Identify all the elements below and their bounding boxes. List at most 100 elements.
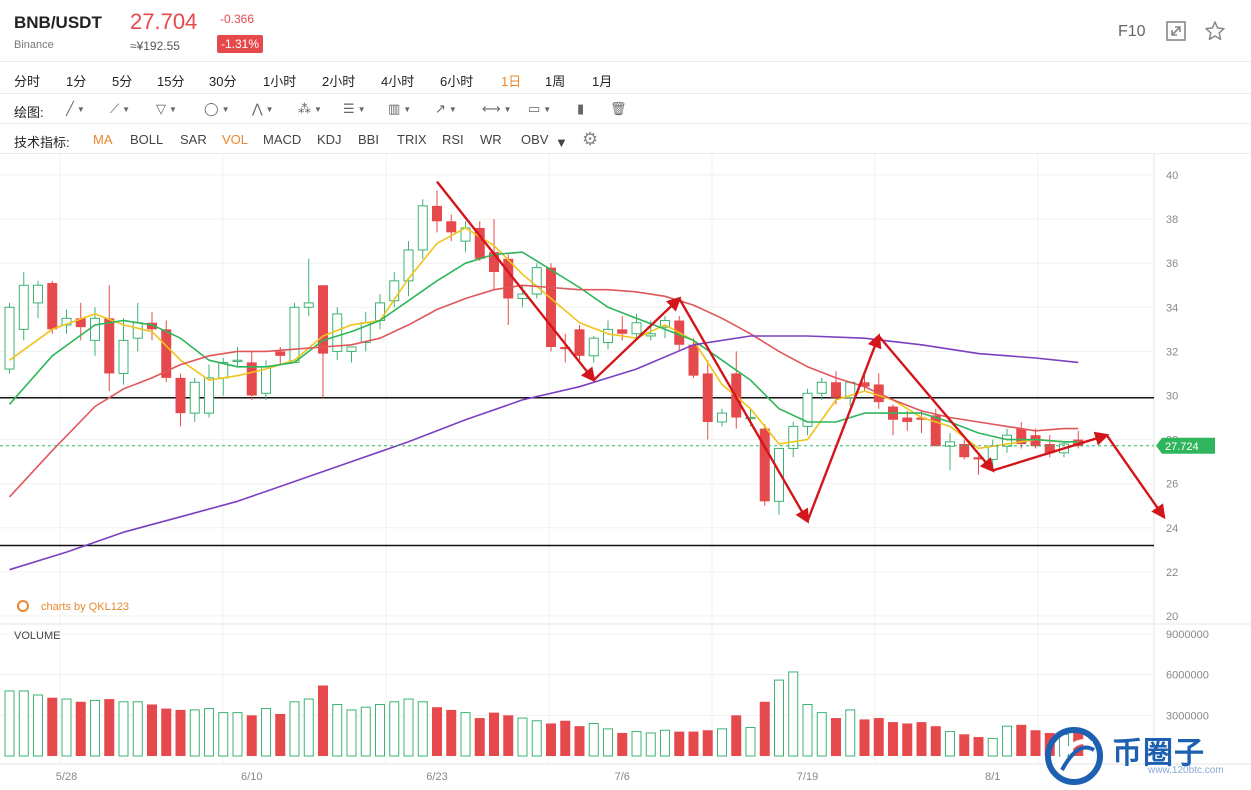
timeframe-8[interactable]: 6小时 — [440, 74, 474, 89]
timeframe-7[interactable]: 4小时 — [381, 74, 415, 89]
candle — [945, 432, 955, 471]
timeframe-11[interactable]: 1月 — [592, 74, 613, 89]
annotation-tool-icon[interactable]: ▭ ▼ — [528, 98, 551, 120]
candle — [432, 190, 442, 233]
timeframe-4[interactable]: 30分 — [209, 74, 237, 89]
chevron-down-icon: ▼ — [169, 104, 177, 114]
volume-bar — [945, 731, 955, 757]
measure-tool-icon[interactable]: ⟷ ▼ — [482, 98, 512, 120]
candle — [417, 199, 428, 259]
gear-icon[interactable]: ⚙ — [582, 129, 599, 149]
volume-bar — [688, 731, 699, 756]
indicator-rsi[interactable]: RSI — [442, 132, 464, 147]
candle — [33, 280, 43, 319]
ray-tool-icon-glyph: ⟋ — [110, 101, 120, 116]
drawing-label: 绘图: — [14, 105, 44, 120]
indicator-sar[interactable]: SAR — [180, 132, 207, 147]
line-tool-icon[interactable]: ╱ ▼ — [66, 98, 85, 120]
candle-body — [47, 283, 58, 330]
indicator-boll[interactable]: BOLL — [130, 132, 164, 147]
candle — [802, 388, 813, 436]
channel-tool-icon[interactable]: ▽ ▼ — [156, 98, 177, 120]
symbol-title: BNB/USDT — [14, 13, 102, 32]
current-price-tag — [1156, 437, 1215, 454]
volume-bar — [759, 701, 770, 756]
indicator-obv[interactable]: OBV — [521, 132, 549, 147]
timeframe-1[interactable]: 1分 — [66, 74, 87, 89]
indicator-bbi[interactable]: BBI — [358, 132, 379, 147]
volume-bar — [18, 690, 29, 757]
date-tick-label: 6/10 — [241, 771, 262, 783]
timeframe-6[interactable]: 2小时 — [322, 74, 356, 89]
indicator-trix[interactable]: TRIX — [397, 132, 427, 147]
candle-body — [645, 333, 656, 337]
bars-tool-icon[interactable]: ▮ — [577, 98, 584, 120]
candle — [318, 285, 328, 398]
indicator-vol[interactable]: VOL — [222, 132, 249, 147]
volume-bar — [132, 701, 143, 757]
price-tick-label: 34 — [1166, 302, 1178, 314]
candle-body — [745, 417, 756, 420]
fibonacci-tool-icon-glyph: ▥ — [388, 101, 401, 116]
timeframe-3[interactable]: 15分 — [157, 74, 185, 89]
star-icon[interactable] — [1204, 20, 1226, 42]
candle — [346, 346, 357, 363]
f10-button[interactable]: F10 — [1118, 23, 1146, 40]
candle — [788, 421, 799, 458]
candle-body — [175, 377, 186, 414]
volume-bar — [189, 709, 200, 757]
volume-bar — [61, 698, 72, 757]
indicator-label: 技术指标: — [14, 135, 70, 150]
ray-tool-icon[interactable]: ⟋ ▼ — [110, 98, 130, 120]
timeframe-10[interactable]: 1周 — [545, 74, 566, 89]
volume-bar — [973, 737, 984, 756]
volume-bar — [831, 718, 841, 756]
timeframe-9[interactable]: 1日 — [501, 74, 522, 89]
shape-tool-icon[interactable]: ◯ ▼ — [204, 98, 229, 120]
indicator-kdj[interactable]: KDJ — [317, 132, 342, 147]
wave-tool-icon[interactable]: ⋀ ▼ — [252, 98, 274, 120]
volume-bar — [660, 729, 670, 757]
price-tick-label: 22 — [1166, 567, 1178, 579]
candle — [90, 307, 100, 356]
volume-bar — [403, 698, 414, 757]
candle — [546, 263, 556, 352]
candle-body — [161, 329, 172, 378]
candle-body — [702, 373, 713, 422]
candle — [1030, 428, 1041, 449]
candle-body — [973, 457, 984, 460]
candle-body — [346, 346, 357, 352]
candle-body — [930, 415, 941, 447]
pattern-tool-icon[interactable]: ⁂ ▼ — [298, 98, 322, 120]
timeframe-5[interactable]: 1小时 — [263, 74, 297, 89]
candle — [332, 307, 343, 361]
candle — [660, 316, 670, 339]
chevron-down-icon: ▼ — [543, 104, 552, 114]
candle-body — [774, 447, 784, 502]
fibonacci-tool-icon[interactable]: ▥ ▼ — [388, 98, 411, 120]
current-price-label: 27.724 — [1165, 441, 1199, 453]
price-tick-label: 32 — [1166, 346, 1178, 358]
candle — [246, 351, 257, 400]
price-chart[interactable]: 4038363432302826242220900000060000003000… — [0, 154, 1251, 790]
text-tool-icon-glyph: ☰ — [343, 101, 355, 116]
grid-lines — [0, 154, 1154, 764]
volume-bar — [631, 731, 642, 757]
indicator-wr[interactable]: WR — [480, 132, 502, 147]
indicator-macd[interactable]: MACD — [263, 132, 302, 147]
volume-bar — [774, 679, 784, 757]
trend-arrow — [592, 296, 682, 381]
candle-body — [417, 205, 428, 251]
fullscreen-icon[interactable] — [1165, 20, 1187, 42]
arrow-tool-icon[interactable]: ↗ ▼ — [435, 98, 457, 120]
text-tool-icon[interactable]: ☰ ▼ — [343, 98, 366, 120]
trash-icon[interactable]: 🗑 — [610, 98, 627, 120]
candle — [403, 241, 414, 297]
candle-body — [147, 322, 157, 330]
credit-logo-icon — [17, 600, 29, 612]
indicator-ma[interactable]: MA — [93, 132, 113, 147]
timeframe-2[interactable]: 5分 — [112, 74, 133, 89]
chevron-down-icon[interactable]: ▼ — [555, 135, 568, 150]
candle-body — [289, 306, 300, 363]
timeframe-0[interactable]: 分时 — [14, 74, 41, 89]
